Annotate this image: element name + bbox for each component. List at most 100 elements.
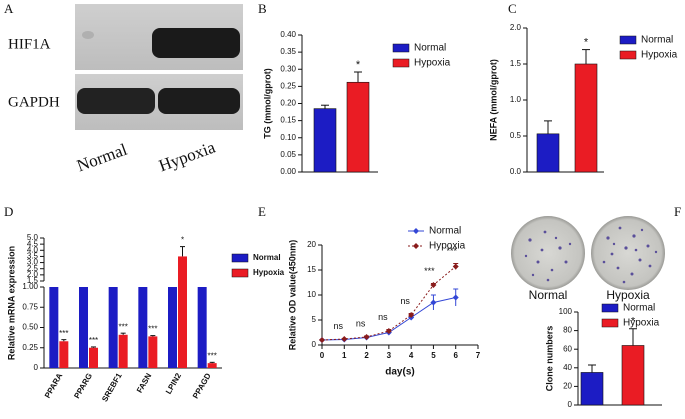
y-tick-label: 80	[563, 326, 572, 335]
legend-label: Normal	[623, 303, 655, 314]
y-tick-label: 0.0	[510, 167, 522, 176]
x-tick-label: 0	[320, 351, 325, 360]
bar	[59, 341, 69, 368]
y-tick-label: 2.0	[510, 23, 522, 32]
bar	[49, 287, 59, 368]
significance-label: ***	[59, 329, 68, 338]
y-tick-label: 0.00	[280, 167, 296, 176]
annotation: ns	[400, 296, 410, 306]
legend-swatch	[601, 303, 619, 313]
point	[319, 337, 325, 343]
blot-row-label: GAPDH	[8, 94, 60, 110]
blot-band	[158, 88, 240, 114]
y-tick-label: 0.15	[280, 116, 296, 125]
y-tick-label: 0.05	[280, 150, 296, 159]
legend-label: Normal	[253, 253, 281, 262]
significance-label: ***	[118, 322, 127, 331]
point	[430, 282, 437, 288]
bar	[207, 363, 217, 368]
legend-swatch	[392, 43, 410, 53]
annotation: ns	[334, 321, 344, 331]
point	[341, 336, 348, 342]
annotation: ***	[446, 246, 457, 256]
bar	[197, 287, 207, 368]
y-tick-label: 0.75	[22, 302, 38, 311]
blot-band	[152, 28, 240, 58]
blot-row-label: HIF1A	[8, 36, 51, 52]
y-tick-label: 100	[559, 307, 573, 316]
y-axis-title: Relative OD value(450nm)	[287, 240, 297, 351]
panel-letter: A	[4, 1, 14, 16]
y-tick-label: 3.5	[27, 252, 39, 261]
x-tick-label: 4	[409, 351, 414, 360]
x-tick-label: 5	[431, 351, 436, 360]
panel-letter: B	[258, 1, 267, 16]
y-tick-label: 1.0	[510, 95, 522, 104]
y-tick-label: 15	[307, 265, 316, 274]
x-tick-label: PPARA	[43, 371, 65, 399]
panel-letter: D	[4, 204, 13, 219]
bar	[580, 372, 604, 406]
bar	[313, 108, 337, 173]
point	[452, 294, 459, 301]
x-tick-label: LPIN2	[164, 371, 183, 396]
y-tick-label: 4.5	[27, 239, 39, 248]
y-tick-label: 1.5	[27, 276, 39, 285]
panel-letter: F	[674, 204, 681, 219]
y-tick-label: 10	[307, 290, 316, 299]
x-tick-label: 7	[476, 351, 481, 360]
blot-lane-label: Hypoxia	[156, 137, 218, 175]
bar	[118, 334, 128, 368]
legend-swatch	[619, 50, 637, 60]
y-tick-label: 0.30	[280, 64, 296, 73]
bar	[621, 345, 645, 406]
y-tick-label: 60	[563, 344, 572, 353]
legend-label: Hypoxia	[429, 241, 466, 252]
annotation: ns	[356, 318, 366, 328]
x-tick-label: PPAGD	[191, 371, 213, 400]
y-tick-label: 20	[307, 240, 316, 249]
x-axis-title: day(s)	[385, 367, 414, 378]
point	[430, 299, 437, 306]
point	[385, 328, 392, 334]
y-tick-label: 0.25	[22, 343, 38, 352]
bar	[178, 256, 187, 368]
significance-label: ***	[89, 336, 98, 345]
legend-label: Normal	[429, 226, 461, 237]
x-tick-label: FASN	[135, 371, 154, 394]
y-tick-label: 0.10	[280, 133, 296, 142]
legend-label: Hypoxia	[414, 58, 451, 69]
panel-letter: C	[508, 1, 517, 16]
y-tick-label: 2.0	[27, 270, 39, 279]
bar	[148, 336, 158, 368]
colony-plate	[511, 216, 585, 290]
y-tick-label: 5.0	[27, 233, 39, 242]
legend-swatch	[231, 253, 249, 263]
axis	[43, 238, 222, 369]
y-tick-label: 0.20	[280, 99, 296, 108]
plate-label: Hypoxia	[606, 288, 650, 302]
bar	[138, 287, 148, 368]
blot-band	[77, 88, 155, 114]
x-tick-label: 2	[364, 351, 369, 360]
y-tick-label: 2.5	[27, 264, 39, 273]
significance-label: *	[631, 316, 636, 328]
y-tick-label: 0	[568, 400, 573, 409]
plate-label: Normal	[529, 288, 568, 302]
y-tick-label: 5	[312, 315, 317, 324]
legend-swatch	[231, 268, 249, 278]
significance-label: *	[584, 37, 589, 49]
annotation: ***	[424, 266, 435, 276]
point	[408, 312, 415, 318]
legend-label: Hypoxia	[641, 50, 678, 61]
y-axis-title: TG (mmol/gprot)	[262, 68, 272, 139]
x-tick-label: PPARG	[72, 372, 94, 401]
bar	[79, 287, 88, 368]
significance-label: *	[356, 59, 361, 71]
panel-letter: E	[258, 204, 266, 219]
significance-label: *	[181, 236, 184, 245]
point	[363, 334, 370, 340]
y-axis-title: Relative mRNA expression	[6, 246, 16, 360]
blot-band	[82, 31, 94, 39]
